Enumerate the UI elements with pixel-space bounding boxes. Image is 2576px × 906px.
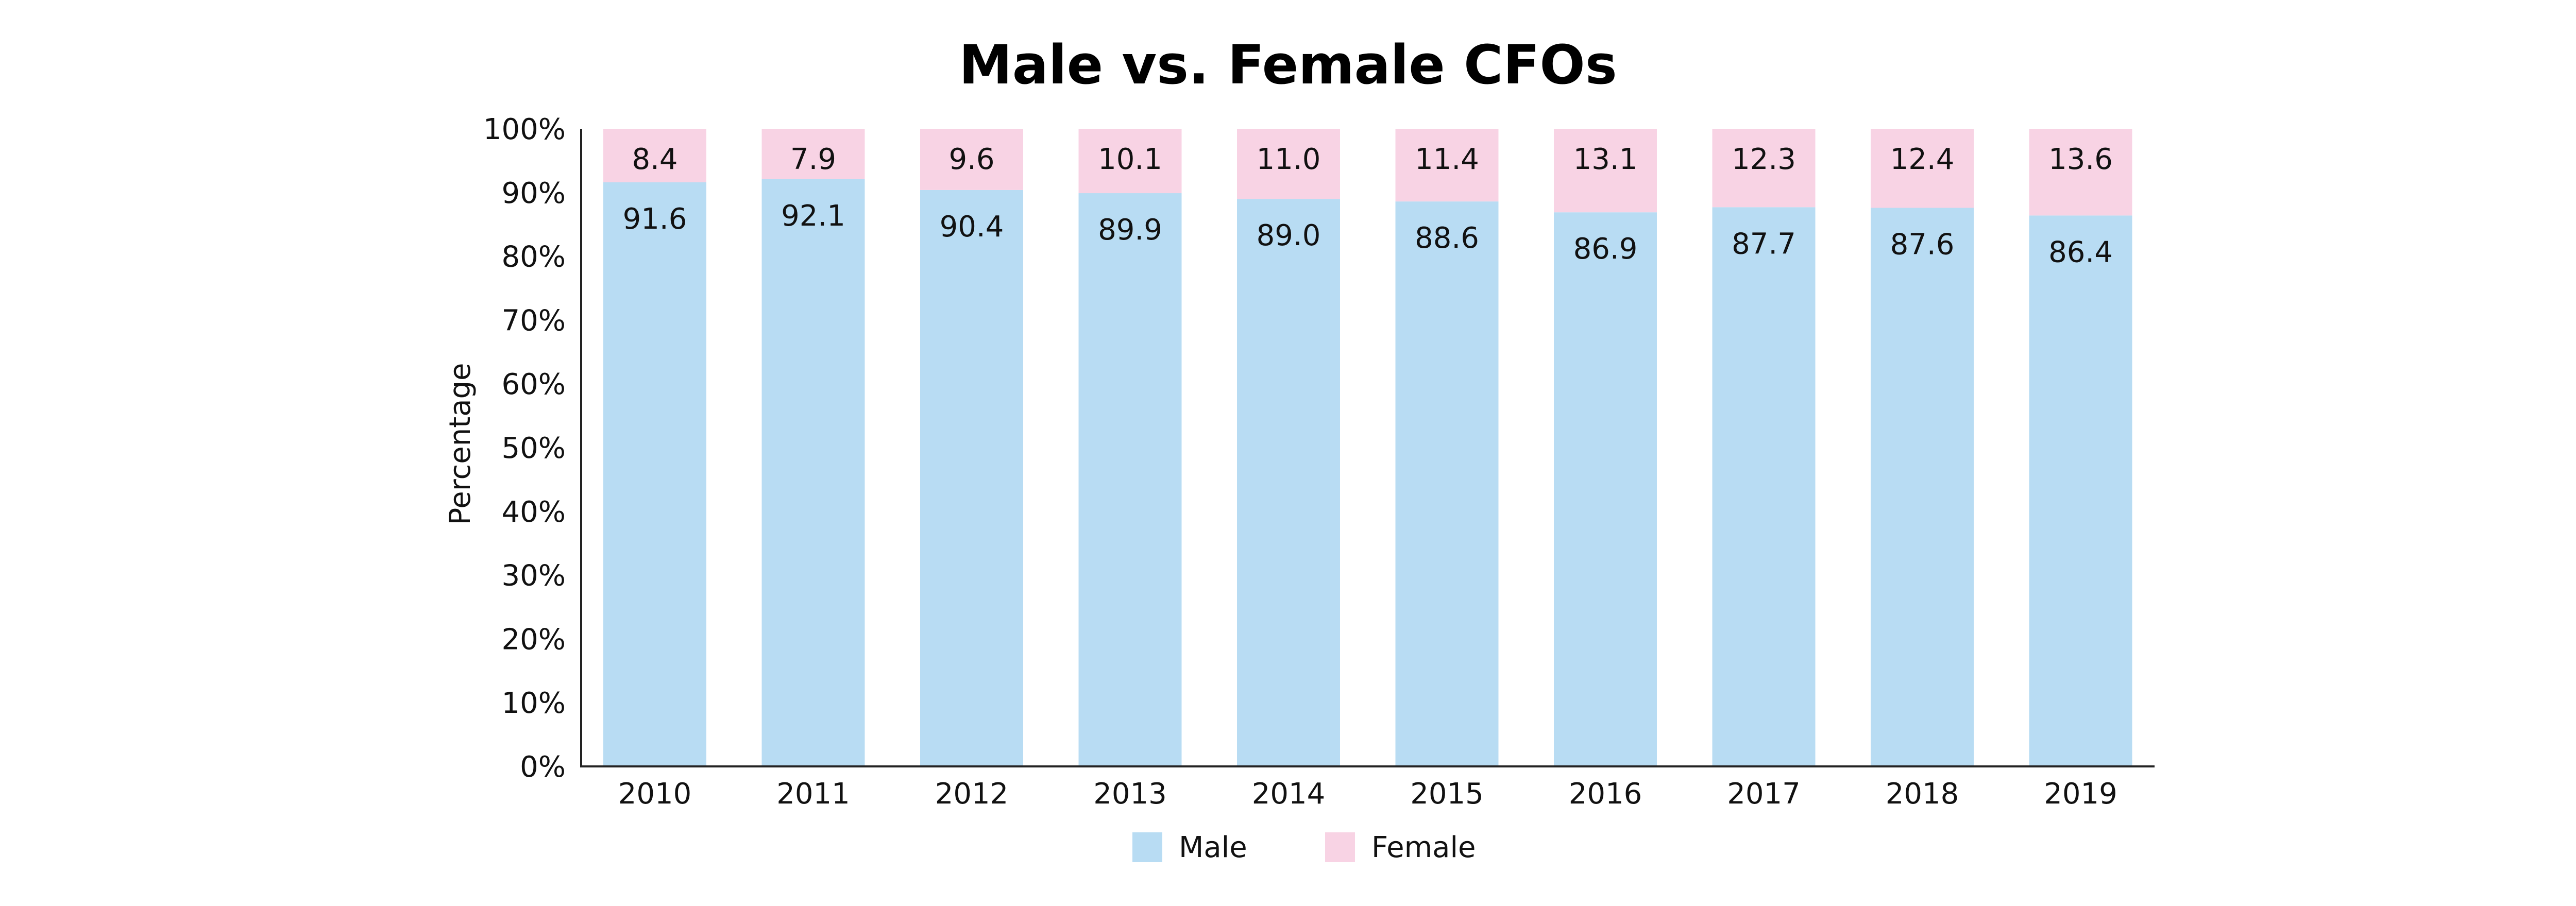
y-tick-label-4: 40% [502,495,566,529]
bar-female-2015 [1395,129,1499,202]
data-label-female-2013: 10.1 [1098,143,1162,176]
x-tick-label-2013: 2013 [1093,777,1167,811]
data-label-male-2016: 86.9 [1573,232,1638,266]
y-tick-label-0: 0% [520,750,566,784]
data-label-male-2017: 87.7 [1732,227,1796,261]
data-label-male-2013: 89.9 [1098,213,1162,247]
data-label-female-2012: 9.6 [948,143,994,176]
bar-male-2013 [1078,193,1182,767]
data-label-male-2015: 88.6 [1415,221,1479,255]
data-label-male-2018: 87.6 [1890,228,1955,262]
x-tick-label-2016: 2016 [1569,777,1642,811]
data-label-female-2016: 13.1 [1573,143,1638,176]
data-label-female-2015: 11.4 [1415,143,1479,176]
bar-male-2019 [2029,215,2132,766]
data-label-female-2014: 11.0 [1257,143,1321,176]
x-tick-label-2017: 2017 [1727,777,1801,811]
legend-swatch-male [1132,832,1162,862]
data-label-female-2011: 7.9 [790,143,836,176]
bar-female-2011 [761,129,865,179]
y-tick-label-3: 30% [502,559,566,593]
bar-female-2018 [1871,129,1974,208]
x-tick-label-2010: 2010 [618,777,692,811]
bar-female-2013 [1078,129,1182,194]
y-tick-label-7: 70% [502,304,566,337]
x-tick-label-2011: 2011 [776,777,850,811]
bar-female-2016 [1554,129,1657,213]
y-tick-label-8: 80% [502,241,566,274]
y-axis-title: Percentage [444,363,477,525]
y-tick-label-1: 10% [502,687,566,720]
x-tick-label-2015: 2015 [1410,777,1484,811]
x-tick-label-2012: 2012 [935,777,1009,811]
bar-male-2010 [603,182,706,767]
bar-male-2012 [920,190,1023,766]
data-label-female-2019: 13.6 [2048,143,2113,176]
bar-male-2016 [1554,212,1657,767]
bars-group [603,129,2132,767]
legend-label-male: Male [1179,831,1247,864]
legend: Male Female [1132,831,1476,864]
y-axis-ticks: 0% 10% 20% 30% 40% 50% 60% 70% 80% 90% 100% [483,113,566,784]
bar-female-2012 [920,129,1023,190]
data-label-female-2010: 8.4 [632,143,677,176]
bar-male-2015 [1395,201,1499,767]
bar-male-2011 [761,179,865,766]
data-label-male-2010: 91.6 [623,202,687,236]
bar-male-2018 [1871,208,1974,767]
data-label-male-2014: 89.0 [1257,219,1321,252]
bar-female-2014 [1237,129,1340,199]
chart-title: Male vs. Female CFOs [959,33,1617,96]
data-label-female-2018: 12.4 [1890,143,1955,176]
legend-swatch-female [1325,832,1355,862]
bar-female-2017 [1712,129,1816,208]
bar-female-2019 [2029,129,2132,216]
y-tick-label-9: 90% [502,177,566,210]
data-label-male-2012: 90.4 [940,210,1004,244]
y-tick-label-6: 60% [502,368,566,401]
x-tick-label-2018: 2018 [1886,777,1959,811]
data-label-male-2019: 86.4 [2048,235,2113,269]
x-tick-label-2019: 2019 [2044,777,2117,811]
bar-male-2014 [1237,199,1340,767]
data-label-female-2017: 12.3 [1732,143,1796,176]
x-axis-ticks: 2010 2011 2012 2013 2014 2015 2016 2017 2018 2019 [618,777,2117,811]
bar-male-2017 [1712,207,1816,767]
y-tick-label-5: 50% [502,432,566,465]
legend-label-female: Female [1371,831,1476,864]
y-tick-label-10: 100% [483,113,566,146]
x-tick-label-2014: 2014 [1252,777,1326,811]
bar-female-2010 [603,129,706,182]
y-tick-label-2: 20% [502,623,566,656]
data-labels-group: 8.4 91.6 7.9 92.1 9.6 90.4 10.1 89.9 11.0 89.0 11.… [623,143,2113,269]
data-label-male-2011: 92.1 [781,199,845,233]
